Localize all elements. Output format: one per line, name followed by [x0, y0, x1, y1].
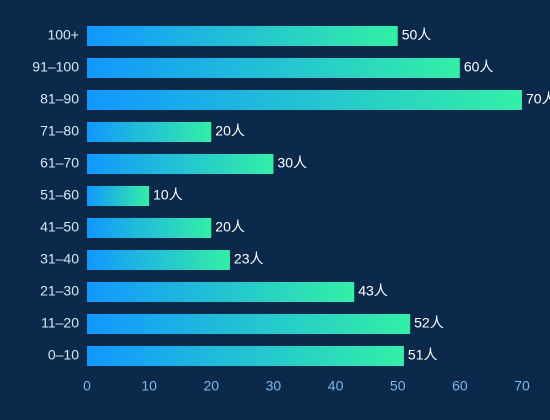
x-tick-label-7: 70: [514, 378, 530, 394]
category-label-8: 21–30: [40, 283, 79, 299]
bar-1: [87, 58, 460, 78]
bar-8: [87, 282, 355, 302]
bar-7: [87, 250, 230, 270]
category-label-5: 51–60: [40, 187, 79, 203]
bar-10: [87, 346, 404, 366]
bar-3: [87, 122, 212, 142]
x-tick-label-2: 20: [203, 378, 219, 394]
value-label-10: 51人: [408, 347, 438, 363]
value-label-3: 20人: [215, 123, 245, 139]
value-label-9: 52人: [414, 315, 444, 331]
category-labels-group: 100+ 91–100 81–90 71–80 61–70 51–60 41–50 31–40…: [32, 27, 79, 363]
bar-6: [87, 218, 212, 238]
category-label-9: 11–20: [41, 315, 79, 331]
bars-group: [87, 26, 522, 366]
bar-9: [87, 314, 411, 334]
x-tick-label-4: 40: [328, 378, 344, 394]
x-tick-label-1: 10: [141, 378, 157, 394]
category-label-4: 61–70: [40, 155, 79, 171]
bar-2: [87, 90, 522, 110]
value-label-7: 23人: [234, 251, 264, 267]
value-label-5: 10人: [153, 187, 183, 203]
category-label-2: 81–90: [40, 91, 79, 107]
bar-4: [87, 154, 274, 174]
x-tick-label-6: 60: [452, 378, 468, 394]
value-label-6: 20人: [215, 219, 245, 235]
value-labels-group: 50人 60人 70人 20人 30人 10人 20人 23人 43人 52人 51人: [153, 27, 550, 363]
bar-5: [87, 186, 150, 206]
category-label-0: 100+: [47, 27, 79, 43]
x-tick-label-0: 0: [83, 378, 91, 394]
value-label-2: 70人: [526, 91, 550, 107]
category-label-6: 41–50: [40, 219, 79, 235]
value-label-0: 50人: [402, 27, 432, 43]
bar-0: [87, 26, 398, 46]
value-label-1: 60人: [464, 59, 494, 75]
x-tick-label-3: 30: [266, 378, 282, 394]
value-label-4: 30人: [277, 155, 307, 171]
value-label-8: 43人: [358, 283, 388, 299]
x-tick-label-5: 50: [390, 378, 406, 394]
category-label-10: 0–10: [48, 347, 79, 363]
category-label-3: 71–80: [40, 123, 79, 139]
x-axis-ticks-group: 0 10 20 30 40 50 60 70: [83, 378, 530, 394]
category-label-1: 91–100: [32, 59, 79, 75]
category-label-7: 31–40: [40, 251, 79, 267]
